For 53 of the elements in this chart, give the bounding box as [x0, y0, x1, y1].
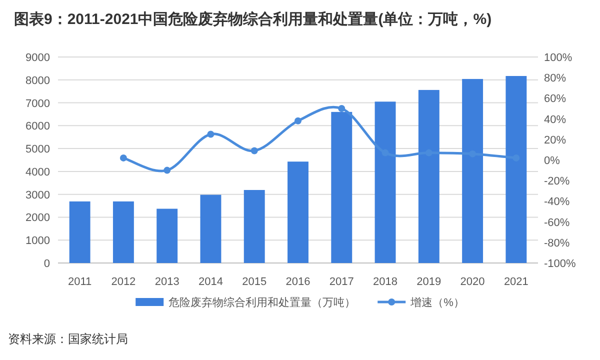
bar	[418, 90, 440, 263]
y-tick-label: 9000	[26, 52, 50, 64]
y-tick-label: 2000	[26, 212, 50, 224]
chart-title: 图表9：2011-2021中国危险废弃物综合利用量和处置量(单位：万吨，%)	[14, 10, 492, 28]
y-tick-label: 1000	[26, 235, 50, 248]
point	[250, 147, 258, 154]
y2-tick-label: 100%	[544, 52, 572, 64]
y-tick-label: 6000	[26, 120, 50, 133]
x-tick-label: 2020	[460, 276, 485, 288]
y2-tick-label: -60%	[544, 216, 570, 229]
y2-tick-label: -20%	[544, 176, 570, 188]
x-tick-label: 2019	[416, 276, 442, 288]
text: 资料来源：国家统计局	[8, 332, 128, 346]
x-tick-label: 2021	[504, 276, 528, 288]
y-tick-label: 5000	[26, 144, 50, 156]
bar	[69, 201, 90, 263]
bar	[506, 76, 527, 263]
y2-tick-label: 20%	[544, 134, 566, 146]
y-tick-label: 3000	[26, 189, 50, 202]
point	[338, 105, 346, 112]
y2-tick-label: -100%	[544, 258, 576, 270]
x-tick-label: 2016	[286, 276, 310, 288]
y-tick-label: 4000	[26, 166, 50, 178]
y2-tick-label: -80%	[544, 237, 570, 250]
point	[120, 154, 127, 162]
y2-tick-label: 40%	[544, 114, 566, 126]
x-tick-label: 2015	[242, 276, 267, 288]
point	[207, 130, 214, 138]
x-tick-label: 2017	[329, 276, 354, 288]
y-tick-label: 7000	[26, 98, 50, 110]
y-tick-label: 0	[44, 258, 50, 270]
y-tick-label: 8000	[26, 74, 50, 87]
point	[294, 117, 302, 124]
bar	[374, 102, 396, 263]
bar	[244, 190, 265, 263]
bar	[288, 162, 308, 263]
bar	[331, 112, 352, 263]
y2-tick-label: 80%	[544, 72, 566, 85]
y2-tick-label: -40%	[544, 196, 570, 208]
x-tick-label: 2012	[111, 276, 136, 288]
x-tick-label: 2011	[68, 276, 92, 288]
bar	[112, 201, 134, 263]
x-tick-label: 2018	[373, 276, 398, 288]
y2-tick-label: 0%	[544, 155, 560, 167]
legend-label: 增速（%）	[410, 296, 464, 309]
bar	[200, 194, 222, 263]
bar	[156, 208, 178, 263]
y2-tick-label: 60%	[544, 93, 566, 106]
point	[164, 166, 171, 174]
x-tick-label: 2014	[198, 276, 223, 288]
legend-label: 危险废弃物综合利用和处置量（万吨）	[168, 296, 356, 309]
x-tick-label: 2013	[154, 276, 180, 288]
bar	[462, 78, 484, 263]
